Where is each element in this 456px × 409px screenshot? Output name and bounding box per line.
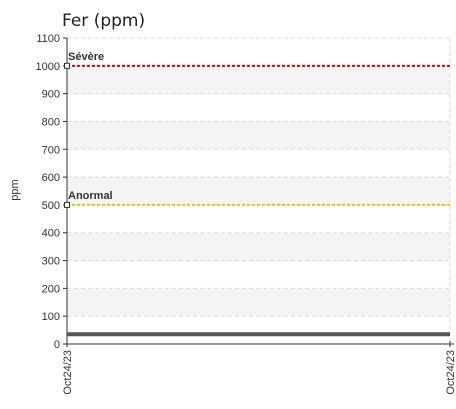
y-tick-label: 100 xyxy=(42,311,60,323)
threshold-label: Sévère xyxy=(68,51,104,63)
y-tick-label: 0 xyxy=(54,339,60,351)
y-tick-label: 800 xyxy=(42,116,60,128)
axes xyxy=(66,38,454,345)
threshold-lines: Sévère Anormal xyxy=(64,51,450,208)
x-tick-label: Oct24/23 xyxy=(62,350,74,395)
threshold-marker xyxy=(64,62,70,69)
plot-band xyxy=(67,177,450,205)
y-axis-label: ppm xyxy=(9,179,21,200)
y-tick-label: 1000 xyxy=(36,61,60,73)
y-tick-label: 200 xyxy=(42,283,60,295)
threshold-label: Anormal xyxy=(68,190,113,202)
threshold-marker xyxy=(64,201,70,208)
y-tick-label: 700 xyxy=(42,144,60,156)
grid-lines xyxy=(67,37,451,345)
y-tick-label: 500 xyxy=(42,200,60,212)
plot-band xyxy=(67,121,450,150)
y-tick-label: 400 xyxy=(42,228,60,240)
x-tick-label: Oct24/23 xyxy=(445,350,456,395)
plot-bands xyxy=(67,65,450,317)
y-tick-label: 600 xyxy=(42,172,60,184)
plot-band xyxy=(67,232,450,261)
plot-band xyxy=(67,288,450,317)
chart-title: Fer (ppm) xyxy=(62,11,145,31)
y-tick-label: 900 xyxy=(42,89,60,101)
y-axis-ticks: 0 100 200 300 400 500 600 700 800 900 1000 1100 xyxy=(36,33,67,351)
y-tick-label: 300 xyxy=(42,256,60,268)
x-axis-ticks: Oct24/23 Oct24/23 xyxy=(62,341,456,395)
plot-band xyxy=(67,65,450,94)
y-tick-label: 1100 xyxy=(36,33,60,45)
